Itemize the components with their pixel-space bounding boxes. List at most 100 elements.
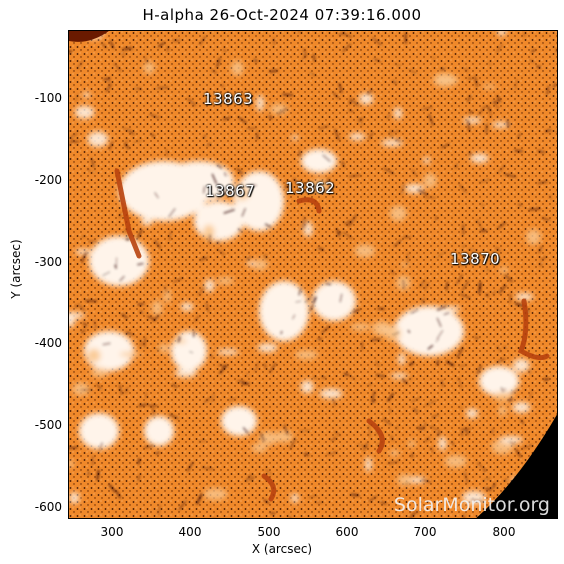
watermark: SolarMonitor.org xyxy=(393,494,550,516)
fibril xyxy=(263,254,268,257)
fibril xyxy=(349,174,361,178)
fibril xyxy=(546,85,550,95)
fibril xyxy=(212,393,214,403)
fibril xyxy=(115,490,122,499)
plage-speck xyxy=(319,388,343,399)
plage-speck xyxy=(365,457,372,472)
fibril xyxy=(497,221,507,229)
plage-patch xyxy=(312,281,356,321)
fibril xyxy=(520,419,524,425)
fibril xyxy=(144,56,148,64)
fibril xyxy=(124,46,131,51)
fibril xyxy=(466,94,472,103)
active-region-label: 13867 xyxy=(205,182,256,200)
fibril xyxy=(410,309,419,314)
fibril xyxy=(332,398,337,406)
fibril xyxy=(298,409,302,413)
fibril xyxy=(173,277,183,283)
fibril xyxy=(107,79,110,84)
fibril xyxy=(441,379,444,387)
plage-speck xyxy=(466,408,478,419)
fibril xyxy=(504,173,517,178)
fibril xyxy=(521,444,533,450)
fibril xyxy=(492,99,500,104)
dark-fibrils xyxy=(69,31,557,518)
plage-speck xyxy=(499,266,509,274)
fibril xyxy=(187,97,197,107)
fibril xyxy=(461,263,464,268)
fibril xyxy=(144,444,154,449)
fibril xyxy=(401,378,408,385)
fibril xyxy=(308,495,318,499)
fibril xyxy=(528,208,541,211)
fibril xyxy=(464,428,470,436)
fibril xyxy=(392,331,400,336)
fibril xyxy=(298,287,302,296)
fibril xyxy=(485,293,489,298)
plage-patch xyxy=(164,161,234,201)
fibril xyxy=(457,377,463,389)
fibril xyxy=(75,93,79,102)
fibril xyxy=(302,55,306,60)
fibril xyxy=(298,150,302,157)
fibril xyxy=(350,493,360,497)
fibril xyxy=(330,437,337,441)
plage-speck xyxy=(87,348,101,363)
fibril xyxy=(484,487,492,492)
fibril xyxy=(467,119,470,132)
fibril xyxy=(146,315,156,321)
plage-speck xyxy=(481,84,497,89)
fibril xyxy=(168,413,179,419)
fibril xyxy=(299,429,311,432)
plage-speck xyxy=(350,323,371,331)
fibril xyxy=(510,388,519,394)
plage-speck xyxy=(491,122,510,128)
fibril xyxy=(217,248,225,256)
fibril xyxy=(409,361,415,366)
fibril xyxy=(459,258,469,265)
fibril xyxy=(102,271,111,276)
filament-path xyxy=(114,168,142,259)
fibril xyxy=(149,113,160,119)
fibril xyxy=(80,251,87,263)
fibril xyxy=(488,61,492,66)
fibril xyxy=(479,179,490,183)
fibril xyxy=(528,368,531,374)
fibril xyxy=(496,95,501,103)
fibril xyxy=(538,246,543,254)
fibril xyxy=(348,109,354,113)
plage-speck xyxy=(231,60,244,76)
fibril xyxy=(552,83,557,88)
fibril xyxy=(478,283,481,288)
fibril xyxy=(246,372,249,377)
fibril xyxy=(370,338,381,341)
plage-speck xyxy=(512,402,531,413)
fibril xyxy=(497,164,506,174)
fibril xyxy=(312,296,317,304)
fibril xyxy=(164,285,167,293)
fibril xyxy=(495,246,501,252)
fibril xyxy=(460,432,463,436)
fibril xyxy=(357,117,364,122)
plage-speck xyxy=(204,279,215,292)
fibril xyxy=(238,116,248,124)
fibril xyxy=(500,387,504,393)
fibril xyxy=(199,36,207,46)
fibril xyxy=(425,400,437,406)
fibril xyxy=(280,330,283,335)
plage-speck xyxy=(398,353,406,366)
plage-speck xyxy=(158,343,170,353)
fibril xyxy=(119,212,122,219)
fibril xyxy=(256,131,259,140)
plage-patch xyxy=(479,366,519,396)
fibril xyxy=(264,223,272,229)
fibril xyxy=(482,477,491,481)
plage-speck xyxy=(526,229,541,245)
active-region-label: 13863 xyxy=(203,90,254,108)
bright-plage-regions xyxy=(69,31,541,505)
fibril xyxy=(413,407,419,413)
fibril xyxy=(477,105,487,116)
fibril xyxy=(96,469,100,481)
fibril xyxy=(508,398,513,402)
fibril xyxy=(386,113,391,119)
